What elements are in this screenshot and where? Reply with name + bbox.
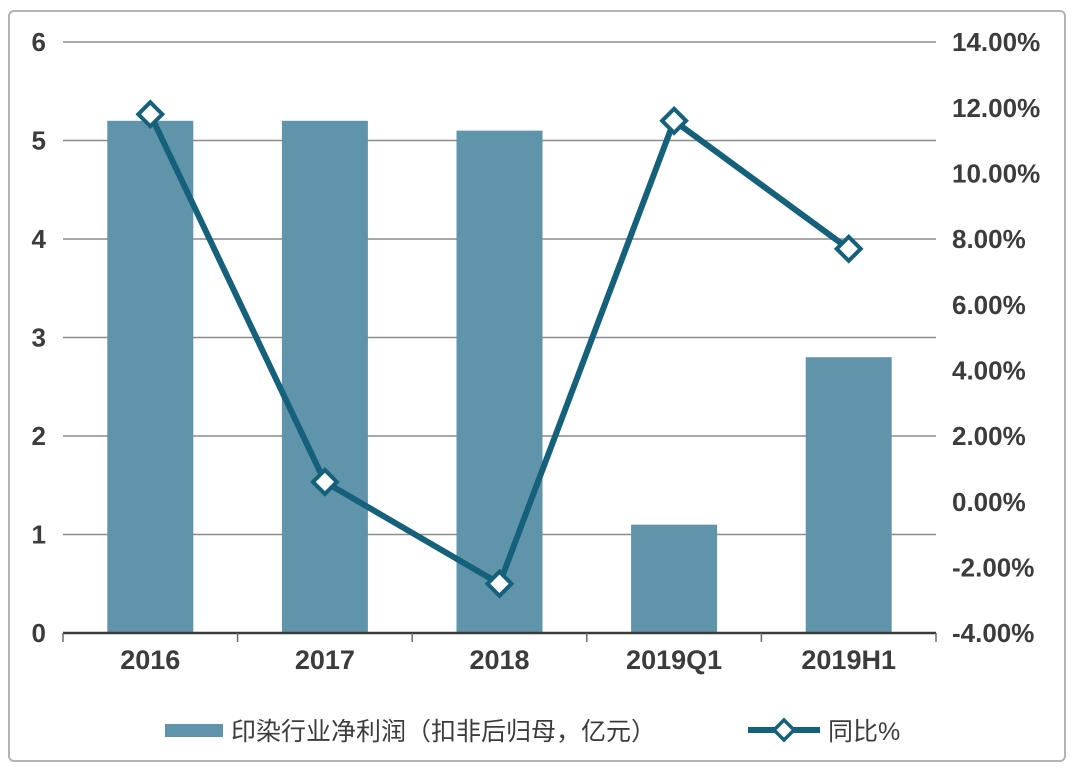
right-axis-tick-label: -4.00% xyxy=(952,618,1034,648)
right-axis-tick-label: 10.00% xyxy=(952,158,1040,188)
line-legend-label: 同比% xyxy=(828,718,901,746)
bar-2019Q1 xyxy=(631,524,718,633)
legend-item-bar: 印染行业净利润（扣非后归母，亿元） xyxy=(165,712,656,748)
x-axis-category-label: 2016 xyxy=(120,645,180,675)
left-axis-tick-label: 0 xyxy=(32,618,46,648)
right-axis-tick-label: 2.00% xyxy=(952,421,1026,451)
x-axis-category-label: 2018 xyxy=(469,645,529,675)
line-legend-swatch xyxy=(748,717,821,743)
right-axis-tick-label: -2.00% xyxy=(952,552,1034,582)
left-axis-tick-label: 1 xyxy=(32,520,46,550)
bar-2018 xyxy=(456,130,543,633)
left-axis-tick-label: 3 xyxy=(32,323,46,353)
right-axis-tick-label: 6.00% xyxy=(952,290,1026,320)
bar-legend-label: 印染行业净利润（扣非后归母，亿元） xyxy=(231,718,657,746)
right-axis-tick-label: 0.00% xyxy=(952,487,1026,517)
legend-item-line: 同比% xyxy=(748,712,900,748)
bar-2017 xyxy=(281,120,368,634)
right-axis-tick-label: 14.00% xyxy=(952,27,1040,57)
line-marker-2017 xyxy=(310,467,340,497)
legend: 印染行业净利润（扣非后归母，亿元） 同比% xyxy=(165,712,900,748)
bar-2019H1 xyxy=(805,357,892,633)
left-axis-tick-label: 4 xyxy=(32,224,47,254)
left-axis-tick-label: 5 xyxy=(32,126,46,156)
right-axis-tick-label: 12.00% xyxy=(952,93,1040,123)
line-legend-glyph xyxy=(771,717,797,743)
x-axis-category-label: 2017 xyxy=(295,645,355,675)
left-axis-tick-label: 6 xyxy=(32,27,46,57)
x-axis-category-label: 2019Q1 xyxy=(626,645,722,675)
bar-legend-swatch xyxy=(165,723,223,737)
line-marker-2018 xyxy=(484,568,515,599)
right-axis-tick-label: 8.00% xyxy=(952,224,1026,254)
line-marker-2016 xyxy=(135,99,166,130)
line-marker-2019Q1 xyxy=(659,105,689,136)
x-axis-category-label: 2019H1 xyxy=(801,645,896,675)
left-axis-tick-label: 2 xyxy=(32,421,46,451)
right-axis-tick-label: 4.00% xyxy=(952,355,1026,385)
bar-2016 xyxy=(107,120,194,634)
line-marker-2019H1 xyxy=(833,234,864,264)
